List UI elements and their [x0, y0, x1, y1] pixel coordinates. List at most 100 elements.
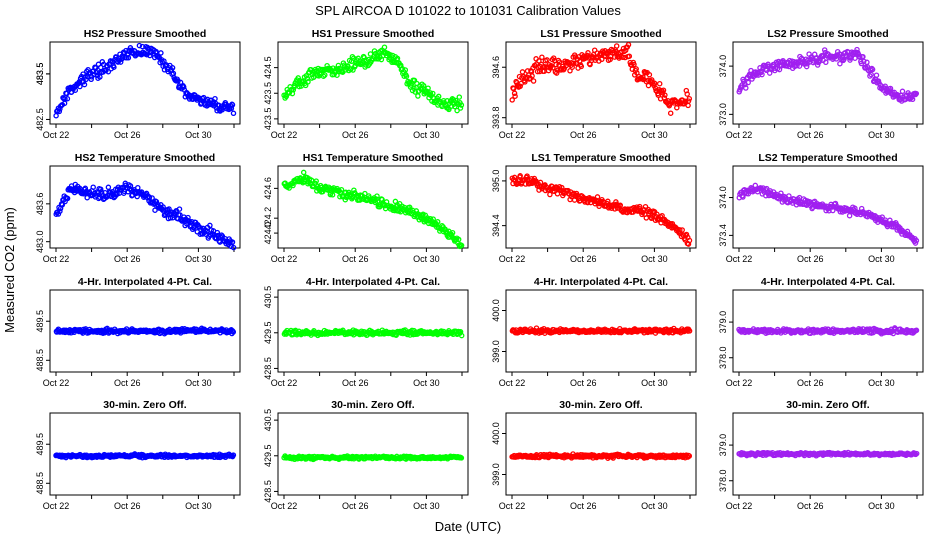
plot-frame	[277, 289, 469, 373]
data-point	[230, 329, 237, 335]
y-tick-label: 393.8	[491, 106, 501, 129]
x-tick-label: Oct 26	[114, 501, 141, 511]
panel-title: LS2 Temperature Smoothed	[758, 152, 897, 164]
data-point	[625, 41, 632, 48]
panel-title: LS1 Temperature Smoothed	[531, 152, 670, 164]
x-tick-label: Oct 26	[570, 130, 597, 140]
data-point	[636, 203, 643, 210]
data-point	[230, 452, 237, 458]
y-tick-label: 374.0	[718, 186, 728, 209]
data-point	[109, 189, 116, 195]
data-point	[745, 191, 752, 197]
data-point	[662, 92, 668, 98]
data-point	[136, 42, 143, 49]
data-point	[93, 69, 100, 76]
y-tick-label: 482.5	[35, 108, 45, 131]
data-point	[524, 173, 530, 179]
data-point	[371, 48, 378, 54]
x-tick-label: Oct 26	[797, 254, 824, 264]
data-point	[146, 194, 153, 201]
data-point	[539, 54, 545, 60]
panel-4: LS2 Pressure Smoothed Oct 22 Oct 26 Oct 30 3…	[718, 28, 924, 140]
y-tick-label: 399.0	[491, 463, 501, 486]
data-point	[446, 106, 452, 113]
data-point	[686, 95, 693, 102]
x-tick-label: Oct 22	[726, 501, 753, 511]
x-tick-label: Oct 30	[868, 254, 895, 264]
data-point	[180, 84, 187, 90]
panel-title: 4-Hr. Interpolated 4-Pt. Cal.	[78, 276, 212, 288]
plot-frame	[49, 412, 241, 496]
plot-frame	[49, 165, 241, 249]
x-tick-label: Oct 22	[726, 378, 753, 388]
plot-frame	[277, 412, 469, 496]
y-tick-label: 483.5	[35, 63, 45, 86]
panel-9: 4-Hr. Interpolated 4-Pt. Cal. Oct 22 Oct 2…	[35, 276, 241, 388]
data-point	[553, 70, 560, 76]
plot-frame	[505, 41, 697, 125]
x-tick-label: Oct 26	[797, 501, 824, 511]
y-tick-label: 423.5	[263, 108, 273, 131]
y-tick-label: 394.6	[491, 56, 501, 79]
data-point	[740, 194, 746, 200]
panel-6: HS1 Temperature Smoothed Oct 22 Oct 26 Oct …	[263, 152, 469, 264]
x-tick-label: Oct 30	[868, 501, 895, 511]
y-tick-label: 424.0	[263, 222, 273, 245]
y-tick-label: 423.5	[263, 82, 273, 105]
data-point	[617, 202, 624, 209]
data-point	[406, 204, 413, 211]
y-tick-label: 394.4	[491, 214, 501, 237]
data-point	[620, 54, 626, 61]
data-point	[229, 239, 236, 245]
data-point	[313, 178, 319, 184]
x-tick-label: Oct 22	[726, 254, 753, 264]
x-tick-label: Oct 30	[868, 130, 895, 140]
panel-title: 4-Hr. Interpolated 4-Pt. Cal.	[534, 276, 668, 288]
panel-title: 30-min. Zero Off.	[103, 399, 187, 411]
panel-12: 4-Hr. Interpolated 4-Pt. Cal. Oct 22 Oct 2…	[718, 276, 924, 388]
panel-1: HS2 Pressure Smoothed Oct 22 Oct 26 Oct 30 4…	[35, 28, 241, 140]
x-tick-label: Oct 30	[413, 130, 440, 140]
data-point	[913, 450, 920, 457]
data-point	[381, 44, 388, 50]
data-point	[550, 65, 556, 71]
data-point	[456, 94, 463, 100]
y-tick-label: 489.5	[35, 433, 45, 456]
data-point	[367, 51, 374, 57]
y-tick-label: 430.5	[263, 286, 273, 309]
data-point	[684, 91, 690, 97]
data-point	[64, 95, 71, 102]
panel-14: 30-min. Zero Off. Oct 22 Oct 26 Oct 30 428.5…	[263, 399, 469, 511]
data-point	[420, 82, 427, 89]
data-point	[667, 110, 674, 116]
x-tick-label: Oct 26	[342, 378, 369, 388]
data-point	[430, 216, 436, 222]
data-point	[685, 102, 691, 109]
y-tick-label: 483.5	[35, 63, 45, 86]
x-tick-label: Oct 26	[342, 254, 369, 264]
y-tick-label: 400.0	[491, 422, 501, 445]
data-point	[434, 219, 441, 225]
data-point	[585, 50, 591, 56]
data-point	[631, 61, 637, 68]
data-point	[230, 110, 237, 117]
panel-title: 30-min. Zero Off.	[786, 399, 870, 411]
data-point	[594, 194, 601, 200]
y-tick-label: 374.0	[718, 55, 728, 78]
data-point	[530, 78, 537, 84]
y-tick-label: 429.5	[263, 445, 273, 468]
data-point	[817, 57, 823, 64]
panel-8: LS2 Temperature Smoothed Oct 22 Oct 26 Oct …	[718, 152, 924, 264]
data-point	[861, 58, 867, 65]
data-point	[660, 87, 667, 93]
data-point	[322, 72, 328, 78]
x-tick-label: Oct 22	[499, 254, 526, 264]
panel-2: HS1 Pressure Smoothed Oct 22 Oct 26 Oct 30 4…	[263, 28, 469, 140]
plot-frame	[49, 289, 241, 373]
data-point	[212, 95, 218, 102]
data-point	[646, 71, 653, 78]
data-point	[578, 63, 585, 70]
data-point	[510, 85, 517, 92]
data-point	[105, 68, 112, 75]
data-point	[686, 328, 693, 334]
